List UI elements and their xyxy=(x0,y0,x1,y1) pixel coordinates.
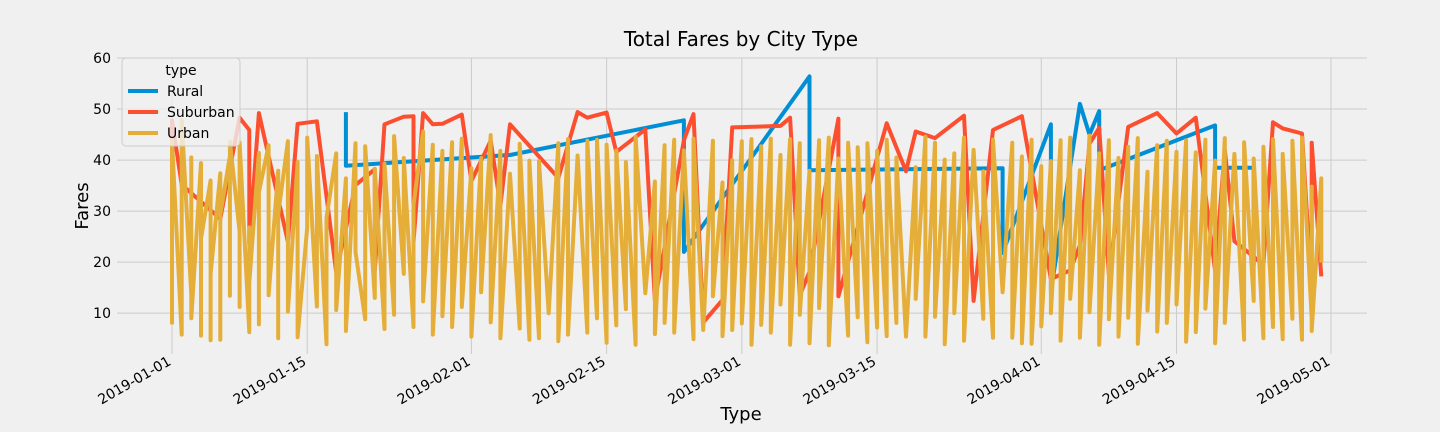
legend-title: type xyxy=(165,63,196,79)
chart-title: Total Fares by City Type xyxy=(623,27,858,51)
y-tick-label: 10 xyxy=(93,306,111,322)
legend-entries: Rural Suburban Urban xyxy=(128,84,235,142)
y-axis-label: Fares xyxy=(72,182,93,229)
x-axis-label: Type xyxy=(719,404,761,425)
series-line-urban xyxy=(170,118,1324,348)
legend-frame xyxy=(121,57,241,147)
series-lines xyxy=(170,74,1324,348)
legend-label-suburban: Suburban xyxy=(167,105,235,121)
y-tick-labels: 10 20 30 40 50 60 xyxy=(93,51,111,322)
y-tick-label: 50 xyxy=(93,102,111,118)
y-tick-label: 20 xyxy=(93,255,111,271)
y-tick-label: 30 xyxy=(93,204,111,220)
legend-label-urban: Urban xyxy=(167,126,209,142)
series-line-rural xyxy=(343,74,1256,294)
legend: type Rural Suburban Urban xyxy=(121,57,241,147)
y-tick-label: 40 xyxy=(93,153,111,169)
legend-label-rural: Rural xyxy=(167,84,203,100)
y-tick-label: 60 xyxy=(93,51,111,67)
